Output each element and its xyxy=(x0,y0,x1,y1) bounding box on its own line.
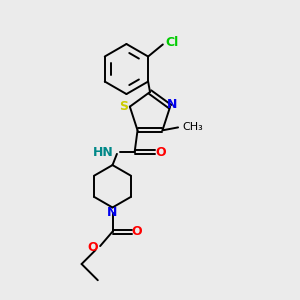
Text: Cl: Cl xyxy=(166,36,179,49)
Text: CH₃: CH₃ xyxy=(182,122,203,132)
Text: O: O xyxy=(132,225,142,238)
Text: O: O xyxy=(155,146,166,159)
Text: HN: HN xyxy=(93,146,114,159)
Text: S: S xyxy=(119,100,128,113)
Text: O: O xyxy=(88,241,98,254)
Text: N: N xyxy=(167,98,177,111)
Text: N: N xyxy=(107,206,118,219)
